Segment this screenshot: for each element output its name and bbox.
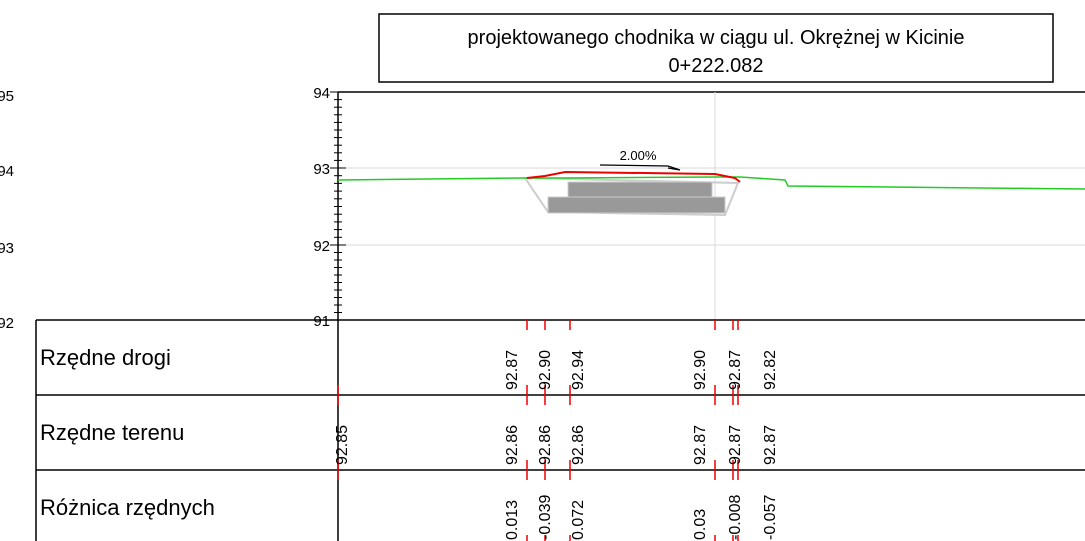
cell-value: 92.86 bbox=[570, 425, 587, 465]
title-line: projektowanego chodnika w ciągu ul. Okrę… bbox=[468, 27, 965, 49]
cell-value: -0.008 bbox=[727, 495, 744, 540]
cell-value: 0.013 bbox=[504, 500, 521, 540]
layer bbox=[567, 181, 713, 198]
title-line: 0+222.082 bbox=[668, 55, 763, 77]
cell-value: 92.87 bbox=[727, 425, 744, 465]
left-label: 93 bbox=[0, 240, 14, 257]
cell-value: -0.039 bbox=[537, 495, 554, 540]
left-label: 92 bbox=[0, 315, 14, 332]
cell-value: 92.86 bbox=[504, 425, 521, 465]
cell-value: 92.90 bbox=[537, 350, 554, 390]
cell-value: 92.87 bbox=[692, 425, 709, 465]
road-line bbox=[526, 170, 741, 183]
title-box bbox=[378, 13, 1054, 83]
left-label: 95 bbox=[0, 88, 14, 105]
cell-value: 92.87 bbox=[727, 350, 744, 390]
row-label: Rzędne drogi bbox=[40, 345, 171, 370]
row-label: Rzędne terenu bbox=[40, 420, 184, 445]
cell-value: 92.85 bbox=[334, 425, 351, 465]
structure-outline bbox=[523, 176, 740, 217]
cell-value: 0.03 bbox=[692, 509, 709, 540]
cell-value: -0.057 bbox=[762, 495, 779, 540]
cell-value: 92.94 bbox=[570, 350, 587, 390]
cell-value: 0.072 bbox=[570, 500, 587, 540]
cell-value: 92.82 bbox=[762, 350, 779, 390]
axis-label: 94 bbox=[313, 85, 330, 102]
slope-arrow bbox=[599, 164, 681, 171]
row-label: Różnica rzędnych bbox=[40, 495, 215, 520]
cell-value: 92.87 bbox=[504, 350, 521, 390]
cell-value: 92.90 bbox=[692, 350, 709, 390]
slope-label: 2.00% bbox=[620, 148, 657, 163]
axis-label: 92 bbox=[313, 238, 330, 255]
axis-label: 93 bbox=[313, 161, 330, 178]
cell-value: 92.86 bbox=[537, 425, 554, 465]
cell-value: 92.87 bbox=[762, 425, 779, 465]
axis-label: 91 bbox=[313, 313, 330, 330]
left-label: 94 bbox=[0, 163, 14, 180]
layer bbox=[547, 196, 726, 214]
